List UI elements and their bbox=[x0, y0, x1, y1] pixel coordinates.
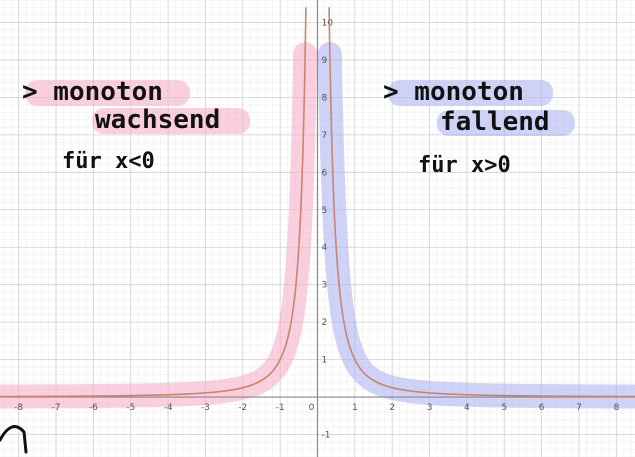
y-tick-label: 2 bbox=[322, 318, 328, 328]
x-tick-label: 8 bbox=[613, 403, 619, 413]
y-tick-label: -1 bbox=[322, 431, 331, 441]
y-tick-label: 8 bbox=[322, 93, 328, 103]
y-tick-label: 10 bbox=[322, 18, 334, 28]
annotation-right-condition: für x>0 bbox=[418, 153, 511, 178]
x-tick-label: -4 bbox=[164, 403, 173, 413]
x-tick-label: 3 bbox=[427, 403, 433, 413]
annotation-left-line-1: > monoton bbox=[22, 77, 163, 107]
annotation-left-line-2: wachsend bbox=[95, 105, 220, 135]
x-tick-label: -3 bbox=[201, 403, 210, 413]
y-tick-labels: -1 1 2 3 4 5 6 7 8 9 10 bbox=[322, 18, 334, 440]
x-tick-label: 4 bbox=[464, 403, 470, 413]
curve-left bbox=[0, 7, 307, 398]
x-tick-label: 1 bbox=[352, 403, 358, 413]
annotation-right-line-1: > monoton bbox=[383, 77, 524, 107]
annotation-highlight-right-2 bbox=[437, 110, 575, 136]
x-tick-labels: -8 -7 -6 -5 -4 -3 -2 -1 0 1 2 3 4 5 6 7 8 bbox=[14, 403, 619, 413]
y-tick-label: 5 bbox=[322, 206, 328, 216]
x-tick-label: -5 bbox=[126, 403, 135, 413]
annotation-highlight-right-1 bbox=[388, 80, 553, 106]
y-tick-label: 4 bbox=[322, 243, 328, 253]
y-tick-label: 3 bbox=[322, 281, 328, 291]
x-tick-label: -6 bbox=[89, 403, 98, 413]
x-tick-label: 0 bbox=[309, 403, 315, 413]
x-tick-label: 2 bbox=[389, 403, 395, 413]
x-tick-label: -8 bbox=[14, 403, 23, 413]
y-tick-label: 1 bbox=[322, 356, 328, 366]
annotation-left: > monoton wachsend für x<0 bbox=[22, 77, 220, 174]
annotation-left-condition: für x<0 bbox=[62, 149, 155, 174]
x-tick-label: 6 bbox=[539, 403, 545, 413]
x-tick-label: 5 bbox=[501, 403, 507, 413]
curve-right bbox=[328, 7, 635, 398]
annotation-highlight-left-1 bbox=[25, 80, 190, 106]
function-curves bbox=[0, 7, 635, 398]
y-tick-label: 6 bbox=[322, 168, 328, 178]
x-tick-label: -1 bbox=[276, 403, 285, 413]
y-tick-label: 9 bbox=[322, 56, 328, 66]
x-tick-label: -2 bbox=[238, 403, 247, 413]
y-tick-label: 7 bbox=[322, 131, 328, 141]
annotation-right: > monoton fallend für x>0 bbox=[383, 77, 550, 178]
x-tick-label: 7 bbox=[576, 403, 582, 413]
pen-stroke bbox=[0, 425, 28, 454]
x-tick-label: -7 bbox=[52, 403, 61, 413]
annotation-highlight-left-2 bbox=[92, 108, 250, 134]
annotation-right-line-2: fallend bbox=[440, 107, 550, 137]
